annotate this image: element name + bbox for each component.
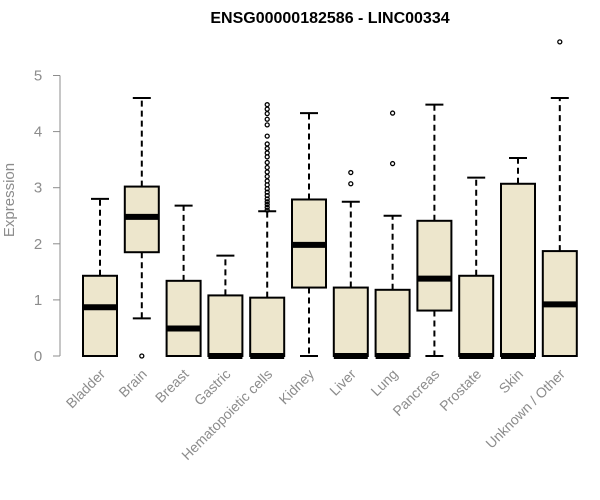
outlier-point [389,160,396,167]
x-tick-label: Unknown / Other [482,366,568,452]
box-iqr [165,279,202,357]
outlier-point [139,353,145,359]
outlier-point [264,164,270,171]
box-group [500,156,536,359]
box-group [123,96,160,359]
outlier-point [264,145,270,152]
y-tick-label: 3 [34,180,42,197]
box-group [291,112,327,357]
outlier-point [264,199,270,205]
box-group [416,103,453,357]
box-group [332,169,369,359]
y-axis: 0 1 2 3 4 5 [34,68,61,365]
outlier-point [348,169,354,176]
box-iqr [332,286,369,358]
box-group [82,197,118,358]
box-iqr [207,294,244,357]
outlier-point [264,122,270,128]
box-group [165,204,202,357]
y-tick-label: 1 [34,292,42,309]
outlier-point [264,106,270,112]
y-tick-label: 5 [34,68,42,85]
outlier-point [264,116,270,122]
outlier-point [264,150,270,156]
boxes [82,39,578,359]
x-tick-label: Lung [367,366,400,399]
x-tick-label: Skin [496,366,527,397]
outlier-point [264,133,270,139]
outlier-point [264,169,270,175]
box-group [541,39,578,357]
x-tick-label: Bladder [63,366,109,412]
outlier-point [264,159,270,166]
chart-title: ENSG00000182586 - LINC00334 [210,10,449,27]
box-group [207,254,244,359]
box-iqr [416,219,453,312]
outlier-point [264,207,270,213]
y-tick-label: 2 [34,236,42,253]
outlier-point [389,110,396,116]
box-iqr [500,182,536,357]
outlier-point [264,173,270,180]
box-iqr [374,288,411,357]
x-tick-label: Liver [326,366,359,399]
x-tick-label: Breast [152,366,192,406]
x-tick-label: Prostate [436,366,484,414]
outlier-point [264,201,270,208]
outlier-point [264,178,270,184]
y-tick-label: 4 [34,124,42,141]
x-tick-label: Kidney [276,366,318,408]
box-group [374,110,411,359]
box-iqr [458,274,495,358]
box-group [458,176,495,359]
outlier-point [264,110,270,117]
y-tick-label: 0 [34,348,42,365]
y-axis-label: Expression [1,163,18,237]
outlier-point [264,141,270,147]
box-iqr [249,296,286,358]
outlier-point [264,204,270,210]
outlier-point [264,102,270,108]
box-iqr [82,274,118,358]
outlier-point [348,181,354,187]
x-tick-label: Brain [115,366,149,400]
box-group [249,102,286,359]
outlier-point [557,39,563,45]
